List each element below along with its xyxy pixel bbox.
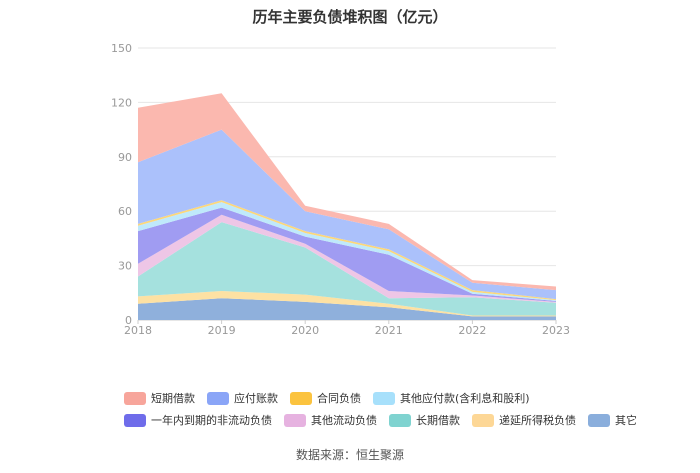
legend-swatch — [389, 413, 411, 427]
area-series-2 — [138, 222, 556, 316]
legend-swatch — [373, 391, 395, 405]
area-series-4 — [138, 207, 556, 302]
x-tick-label: 2023 — [542, 324, 570, 337]
legend-item[interactable]: 其他应付款(含利息和股利) — [373, 390, 530, 406]
legend-label: 其它 — [615, 414, 637, 427]
x-tick-label: 2018 — [124, 324, 152, 337]
y-tick-label: 60 — [118, 205, 132, 218]
legend-label: 其他流动负债 — [311, 414, 377, 427]
x-tick-label: 2019 — [208, 324, 236, 337]
legend-swatch — [284, 413, 306, 427]
y-tick-label: 150 — [111, 42, 132, 55]
chart-title: 历年主要负债堆积图（亿元） — [252, 8, 448, 26]
x-tick-label: 2021 — [375, 324, 403, 337]
area-series-0 — [138, 298, 556, 320]
legend-label: 其他应付款(含利息和股利) — [400, 392, 530, 405]
y-tick-label: 90 — [118, 151, 132, 164]
data-source-note: 数据来源：恒生聚源 — [295, 448, 404, 462]
area-series-7 — [138, 129, 556, 300]
legend-item[interactable]: 应付账款 — [207, 390, 278, 406]
legend-item[interactable]: 短期借款 — [124, 390, 195, 406]
area-series-8 — [138, 93, 556, 291]
legend-swatch — [124, 413, 146, 427]
legend-swatch — [472, 413, 494, 427]
axes: 0 30 60 90 120 150 2018 2019 2020 2021 2022 2023 — [111, 42, 570, 337]
x-tick-label: 2020 — [291, 324, 319, 337]
legend-swatch — [207, 391, 229, 405]
legend-item[interactable]: 合同负债 — [290, 390, 361, 406]
legend-label: 应付账款 — [234, 392, 278, 405]
legend-label: 合同负债 — [317, 392, 361, 405]
legend-swatch — [124, 391, 146, 405]
legend-item[interactable]: 递延所得税负债 — [472, 412, 576, 428]
y-tick-label: 120 — [111, 96, 132, 109]
x-tick-label: 2022 — [458, 324, 486, 337]
legend-item[interactable]: 长期借款 — [389, 412, 460, 428]
legend-label: 长期借款 — [416, 414, 460, 427]
legend-label: 短期借款 — [151, 392, 195, 405]
legend-item[interactable]: 其他流动负债 — [284, 412, 377, 428]
legend-label: 一年内到期的非流动负债 — [151, 414, 272, 427]
legend: 短期借款 应付账款 合同负债 其他应付款(含利息和股利) 一年内到期的非流动负债 其他流动… — [124, 387, 637, 431]
y-tick-label: 30 — [118, 260, 132, 273]
legend-row: 短期借款 应付账款 合同负债 其他应付款(含利息和股利) — [124, 387, 584, 409]
legend-item[interactable]: 其它 — [588, 412, 637, 428]
stacked-area-chart: 0 30 60 90 120 150 2018 2019 2020 2021 2022 2023 — [111, 42, 570, 337]
legend-swatch — [290, 391, 312, 405]
area-series-1 — [138, 291, 556, 317]
legend-item[interactable]: 一年内到期的非流动负债 — [124, 412, 272, 428]
y-tick-label: 0 — [125, 314, 132, 327]
area-series-layer — [138, 93, 556, 320]
legend-label: 递延所得税负债 — [499, 414, 576, 427]
legend-row: 一年内到期的非流动负债 其他流动负债 长期借款 递延所得税负债 其它 — [124, 409, 637, 431]
legend-swatch — [588, 413, 610, 427]
